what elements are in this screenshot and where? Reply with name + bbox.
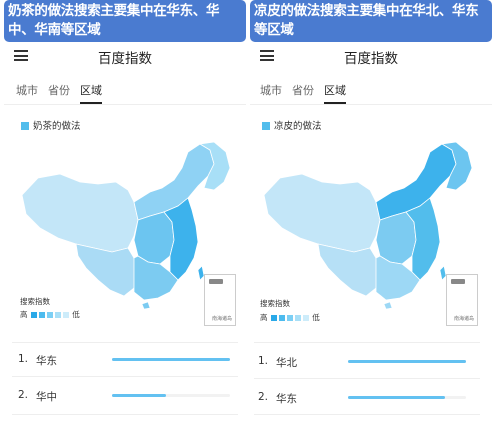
menu-icon[interactable] (260, 50, 274, 61)
region-northeast (198, 141, 231, 191)
scale-high-label: 高 (20, 310, 28, 319)
menu-icon[interactable] (14, 50, 28, 61)
legend-swatch (21, 122, 29, 130)
region-northeast (440, 141, 473, 191)
series-legend: 凉皮的做法 (262, 118, 322, 132)
tab-divider (4, 104, 246, 105)
sea-islands-mark (209, 279, 223, 284)
scale-swatch-1 (270, 314, 277, 321)
row-divider (12, 376, 238, 377)
app-header: 百度指数 (250, 44, 492, 68)
sea-inset-label: 南海诸岛 (454, 316, 475, 322)
milk-tea-panel: 奶茶的做法搜索主要集中在华东、华中、华南等区域 百度指数 城市 省份 区域 奶茶… (4, 0, 246, 426)
legend-label: 凉皮的做法 (274, 121, 322, 132)
rank-number: 1. (18, 353, 29, 365)
rank-region-name: 华中 (36, 391, 57, 403)
legend-label: 奶茶的做法 (33, 121, 81, 132)
china-region-map (263, 141, 473, 310)
scale-swatch-5 (62, 311, 69, 318)
tab-province[interactable]: 省份 (48, 84, 70, 97)
rank-region-name: 华北 (276, 357, 297, 369)
scale-legend: 高 低 (260, 312, 320, 323)
region-southwest (317, 243, 381, 297)
region-east (405, 197, 441, 281)
section-divider (254, 342, 480, 343)
scale-swatch-3 (46, 311, 53, 318)
view-tabs: 城市 省份 区域 (4, 82, 246, 104)
hainan-island (383, 301, 393, 310)
scale-low-label: 低 (312, 313, 320, 322)
sea-inset-label: 南海诸岛 (212, 316, 233, 322)
rank-bar-fill (112, 358, 230, 361)
scale-title: 搜索指数 (260, 299, 290, 308)
tab-city[interactable]: 城市 (16, 84, 38, 97)
section-divider (12, 342, 238, 343)
tab-province[interactable]: 省份 (292, 84, 314, 97)
ranking-row[interactable]: 2. 华中 (18, 386, 248, 406)
rank-region-name: 华东 (276, 393, 297, 405)
region-northwest (263, 173, 381, 253)
region-east (163, 197, 199, 281)
rank-bar-track (348, 396, 466, 399)
tab-region[interactable]: 区域 (324, 84, 346, 104)
rank-bar-fill (348, 396, 445, 399)
scale-swatch-2 (38, 311, 45, 318)
scale-high-label: 高 (260, 313, 268, 322)
ranking-row[interactable]: 1. 华东 (18, 350, 248, 370)
ranking-row[interactable]: 2. 华东 (258, 388, 488, 408)
china-region-map (21, 141, 231, 310)
app-header: 百度指数 (4, 44, 246, 68)
rank-bar-fill (348, 360, 466, 363)
scale-swatch-3 (286, 314, 293, 321)
scale-swatch-4 (54, 311, 61, 318)
row-divider (254, 414, 480, 415)
sea-islands-mark (451, 279, 465, 284)
headline-banner: 奶茶的做法搜索主要集中在华东、华中、华南等区域 (4, 0, 246, 42)
liangpi-panel: 凉皮的做法搜索主要集中在华北、华东等区域 百度指数 城市 省份 区域 凉皮的做法… (250, 0, 492, 426)
region-southwest (75, 243, 139, 297)
legend-swatch (262, 122, 270, 130)
app-title: 百度指数 (98, 51, 152, 67)
scale-swatch-2 (278, 314, 285, 321)
region-south (133, 255, 179, 301)
scale-swatch-5 (302, 314, 309, 321)
headline-banner: 凉皮的做法搜索主要集中在华北、华东等区域 (250, 0, 492, 42)
ranking-row[interactable]: 1. 华北 (258, 352, 488, 372)
scale-low-label: 低 (72, 310, 80, 319)
rank-bar-track (112, 358, 230, 361)
region-northwest (21, 173, 139, 253)
row-divider (254, 378, 480, 379)
scale-legend: 高 低 (20, 309, 80, 320)
tab-region[interactable]: 区域 (80, 84, 102, 104)
rank-number: 2. (18, 389, 29, 401)
series-legend: 奶茶的做法 (21, 118, 81, 132)
rank-region-name: 华东 (36, 355, 57, 367)
region-central (133, 211, 175, 265)
app-title: 百度指数 (344, 51, 398, 67)
south-sea-inset: 南海诸岛 (446, 274, 478, 326)
scale-swatch-1 (30, 311, 37, 318)
tab-divider (250, 104, 492, 105)
rank-number: 1. (258, 355, 269, 367)
region-south (375, 255, 421, 301)
region-central (375, 211, 417, 265)
hainan-island (141, 301, 151, 310)
row-divider (12, 414, 238, 415)
rank-bar-fill (112, 394, 167, 397)
rank-bar-track (348, 360, 466, 363)
rank-number: 2. (258, 391, 269, 403)
rank-bar-track (112, 394, 230, 397)
scale-swatch-4 (294, 314, 301, 321)
view-tabs: 城市 省份 区域 (250, 82, 492, 104)
tab-city[interactable]: 城市 (260, 84, 282, 97)
scale-title: 搜索指数 (20, 297, 50, 306)
south-sea-inset: 南海诸岛 (204, 274, 236, 326)
